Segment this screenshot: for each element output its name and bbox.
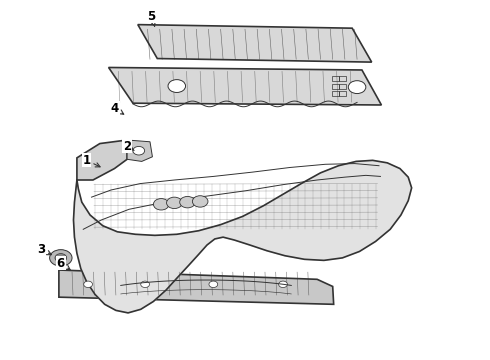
Text: 4: 4 xyxy=(111,102,123,115)
Circle shape xyxy=(55,253,67,262)
Bar xyxy=(332,84,339,89)
Text: 2: 2 xyxy=(123,140,134,153)
Bar xyxy=(339,91,346,96)
Text: 5: 5 xyxy=(147,10,156,26)
Bar xyxy=(339,76,346,81)
Polygon shape xyxy=(127,140,152,161)
Text: 3: 3 xyxy=(37,243,51,256)
Polygon shape xyxy=(138,24,372,62)
Circle shape xyxy=(167,197,182,208)
Circle shape xyxy=(279,281,288,288)
Circle shape xyxy=(193,196,208,207)
Circle shape xyxy=(168,80,186,93)
Polygon shape xyxy=(109,67,381,105)
Bar xyxy=(339,84,346,89)
Circle shape xyxy=(153,199,169,210)
Polygon shape xyxy=(59,270,334,304)
Circle shape xyxy=(348,81,366,94)
Bar xyxy=(332,76,339,81)
Circle shape xyxy=(84,281,93,288)
Circle shape xyxy=(49,249,72,266)
Circle shape xyxy=(133,147,145,155)
Polygon shape xyxy=(77,140,127,180)
Text: 1: 1 xyxy=(83,154,100,167)
Circle shape xyxy=(180,197,196,208)
Circle shape xyxy=(141,281,149,288)
Text: 6: 6 xyxy=(57,257,70,270)
Circle shape xyxy=(209,281,218,288)
Polygon shape xyxy=(74,160,412,313)
Bar xyxy=(332,91,339,96)
